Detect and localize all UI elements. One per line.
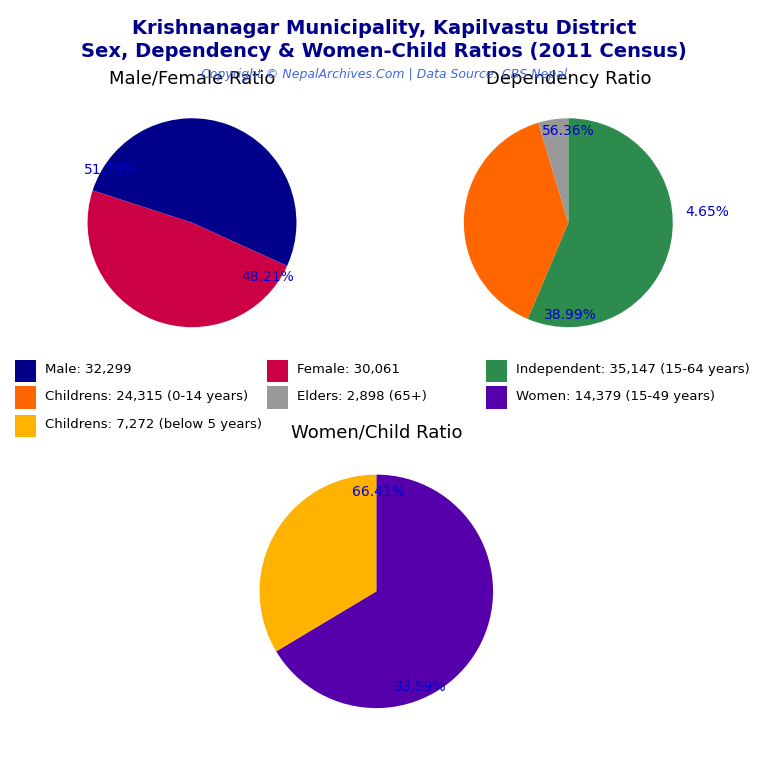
Text: Elders: 2,898 (65+): Elders: 2,898 (65+) bbox=[297, 389, 427, 402]
Text: Krishnanagar Municipality, Kapilvastu District: Krishnanagar Municipality, Kapilvastu Di… bbox=[132, 19, 636, 38]
Wedge shape bbox=[538, 118, 568, 223]
Text: 33.59%: 33.59% bbox=[394, 680, 447, 694]
Title: Women/Child Ratio: Women/Child Ratio bbox=[290, 423, 462, 441]
Title: Dependency Ratio: Dependency Ratio bbox=[485, 70, 651, 88]
Bar bbox=[485, 386, 507, 409]
Text: Women: 14,379 (15-49 years): Women: 14,379 (15-49 years) bbox=[516, 389, 715, 402]
Text: Childrens: 7,272 (below 5 years): Childrens: 7,272 (below 5 years) bbox=[45, 418, 263, 431]
Text: 48.21%: 48.21% bbox=[241, 270, 293, 284]
Text: Independent: 35,147 (15-64 years): Independent: 35,147 (15-64 years) bbox=[516, 363, 750, 376]
Wedge shape bbox=[88, 190, 287, 327]
Title: Male/Female Ratio: Male/Female Ratio bbox=[109, 70, 275, 88]
Wedge shape bbox=[93, 118, 296, 266]
Text: Childrens: 24,315 (0-14 years): Childrens: 24,315 (0-14 years) bbox=[45, 389, 248, 402]
Text: 56.36%: 56.36% bbox=[542, 124, 594, 137]
Bar bbox=[485, 359, 507, 382]
Bar bbox=[15, 415, 36, 437]
Bar bbox=[15, 386, 36, 409]
Text: Female: 30,061: Female: 30,061 bbox=[297, 363, 400, 376]
Bar bbox=[267, 386, 289, 409]
Text: 38.99%: 38.99% bbox=[544, 308, 597, 322]
Wedge shape bbox=[528, 118, 673, 327]
Text: Copyright © NepalArchives.Com | Data Source: CBS Nepal: Copyright © NepalArchives.Com | Data Sou… bbox=[201, 68, 567, 81]
Text: 51.79%: 51.79% bbox=[84, 164, 137, 177]
Text: Sex, Dependency & Women-Child Ratios (2011 Census): Sex, Dependency & Women-Child Ratios (20… bbox=[81, 42, 687, 61]
Wedge shape bbox=[260, 475, 376, 651]
Text: Male: 32,299: Male: 32,299 bbox=[45, 363, 132, 376]
Text: 66.41%: 66.41% bbox=[353, 485, 405, 499]
Wedge shape bbox=[464, 123, 568, 319]
Bar bbox=[15, 359, 36, 382]
Text: 4.65%: 4.65% bbox=[685, 205, 729, 220]
Wedge shape bbox=[276, 475, 493, 708]
Bar bbox=[267, 359, 289, 382]
